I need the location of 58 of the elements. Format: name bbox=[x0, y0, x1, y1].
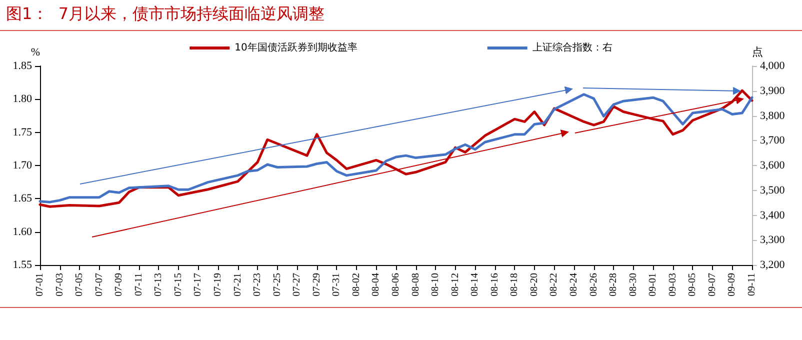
x-tick-label: 08-10 bbox=[430, 273, 442, 296]
x-tick-label: 08-08 bbox=[410, 273, 422, 296]
x-tick-label: 09-09 bbox=[726, 273, 738, 296]
x-tick-label: 08-04 bbox=[370, 273, 382, 296]
x-tick-label: 08-16 bbox=[489, 273, 500, 296]
x-tick-label: 08-28 bbox=[608, 273, 620, 296]
x-tick-label: 08-20 bbox=[528, 273, 540, 296]
y2-tick-label: 3,300 bbox=[760, 234, 786, 246]
y-tick-label: 1.80 bbox=[12, 93, 32, 106]
x-tick-label: 07-07 bbox=[94, 273, 105, 296]
x-tick-label: 08-30 bbox=[628, 273, 639, 296]
y2-tick-label: 4,000 bbox=[760, 60, 786, 72]
y-tick-label: 1.75 bbox=[12, 126, 32, 138]
x-tick-label: 07-13 bbox=[153, 273, 164, 296]
x-tick-label: 08-14 bbox=[470, 273, 481, 296]
x-tick-label: 08-06 bbox=[390, 273, 402, 296]
chart-title: 图1： 7月以来，债市市场持续面临逆风调整 bbox=[6, 4, 325, 25]
x-tick-label: 08-12 bbox=[450, 273, 461, 296]
x-tick-label: 07-09 bbox=[114, 273, 125, 296]
legend-label: 10年国债活跃券到期收益率 bbox=[234, 42, 358, 54]
y2-tick-label: 3,400 bbox=[760, 209, 786, 222]
x-tick-label: 09-05 bbox=[687, 273, 698, 296]
y-tick-label: 1.85 bbox=[12, 60, 32, 72]
x-tick-label: 07-15 bbox=[172, 273, 184, 296]
x-tick-label: 08-26 bbox=[588, 273, 600, 296]
x-tick-label: 09-11 bbox=[746, 273, 758, 296]
y-tick-label: 1.65 bbox=[12, 192, 32, 205]
y2-tick-label: 3,900 bbox=[760, 84, 786, 97]
x-tick-label: 09-03 bbox=[667, 273, 678, 296]
x-tick-label: 07-31 bbox=[331, 273, 342, 296]
x-tick-label: 09-07 bbox=[706, 273, 718, 296]
x-tick-label: 08-24 bbox=[568, 273, 580, 296]
x-tick-label: 07-23 bbox=[252, 273, 264, 296]
x-tick-label: 07-19 bbox=[212, 273, 224, 296]
y2-tick-label: 3,800 bbox=[760, 110, 786, 122]
y2-tick-label: 3,500 bbox=[760, 184, 786, 196]
x-tick-label: 09-01 bbox=[648, 273, 659, 296]
x-tick-label: 07-29 bbox=[311, 273, 322, 296]
y-tick-label: 1.60 bbox=[12, 226, 32, 238]
x-tick-label: 08-22 bbox=[548, 273, 560, 296]
y-tick-label: 1.70 bbox=[12, 160, 32, 172]
x-tick-label: 07-17 bbox=[192, 273, 204, 296]
x-tick-label: 07-03 bbox=[54, 273, 66, 296]
x-tick-label: 07-01 bbox=[34, 273, 46, 296]
y2-tick-label: 3,600 bbox=[760, 160, 786, 172]
x-tick-label: 07-21 bbox=[232, 273, 244, 296]
y2-tick-label: 3,200 bbox=[760, 259, 786, 271]
x-tick-label: 08-18 bbox=[509, 273, 520, 296]
x-tick-label: 07-27 bbox=[292, 273, 303, 296]
x-tick-label: 08-02 bbox=[350, 273, 362, 296]
y2-tick-label: 3,700 bbox=[760, 134, 786, 147]
y2-axis-title: 点 bbox=[752, 46, 763, 58]
y-tick-label: 1.55 bbox=[12, 259, 32, 271]
x-tick-label: 07-11 bbox=[133, 273, 144, 296]
legend-label: 上证综合指数：右 bbox=[532, 42, 612, 54]
y-axis-title: % bbox=[30, 46, 40, 58]
x-tick-label: 07-25 bbox=[272, 273, 283, 296]
x-tick-label: 07-05 bbox=[74, 273, 86, 296]
